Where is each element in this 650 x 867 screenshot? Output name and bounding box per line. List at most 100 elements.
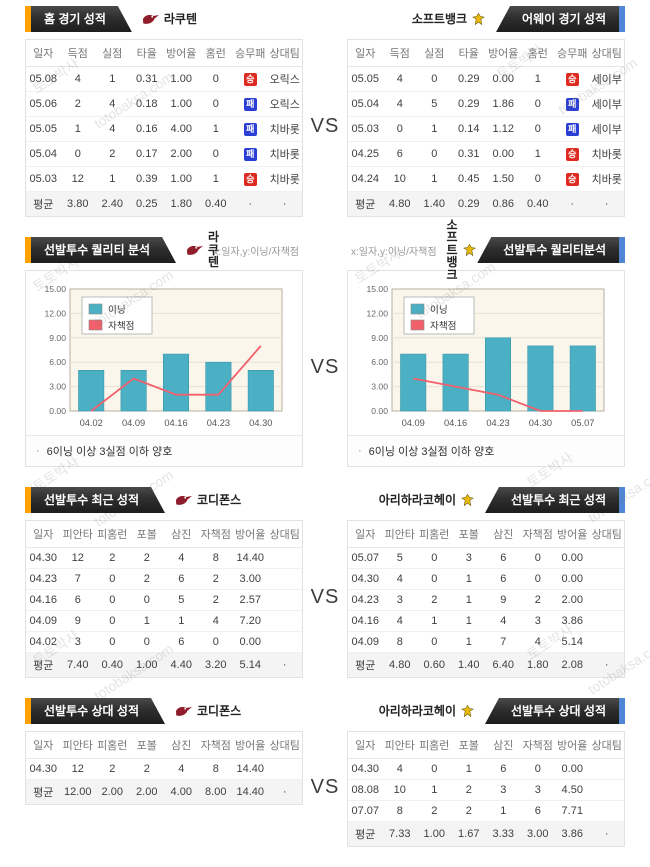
table-row: 04.24 10 1 0.45 1.50 0 승 치바롯: [348, 166, 624, 192]
h2h-right-header: 아리하라코헤이 선발투수 상대 성적: [347, 698, 625, 724]
table-cell: 0: [198, 631, 233, 653]
table-cell: 3: [382, 589, 417, 611]
table-cell: 치바롯: [589, 166, 624, 192]
table-cell: 오릭스: [267, 91, 302, 117]
banner-title: 선발투수 최근 성적: [44, 493, 139, 507]
softbank-team-logo-icon: [460, 493, 475, 507]
note-bullet: ·: [358, 445, 362, 457]
table-cell: 2: [60, 91, 95, 117]
svg-text:이닝: 이닝: [108, 305, 126, 316]
vs-cell: VS: [303, 487, 347, 678]
column-header: 방어율: [233, 521, 268, 548]
average-row: 평균 7.33 1.00 1.67 3.33 3.00 3.86 ·: [348, 821, 624, 846]
column-header: 피안타: [60, 732, 95, 759]
pitcher-name: 아리하라코헤이: [378, 492, 456, 507]
table-cell: 05.03: [348, 116, 383, 142]
table-cell: [590, 759, 625, 780]
table-cell: 4: [396, 763, 403, 775]
table-cell: 0.00: [492, 73, 514, 85]
table-cell: 0.40: [198, 191, 233, 216]
banner-title: 홈 경기 성적: [44, 12, 106, 26]
svg-text:04.23: 04.23: [486, 418, 509, 428]
quality-left-header: 선발투수 퀄리티 분석 라쿠텐 x:일자,y:이닝/자책점: [25, 231, 303, 269]
table-cell: [267, 589, 302, 611]
table-cell: 3.86: [555, 821, 590, 846]
table-row: 05.04 4 5 0.29 1.86 0 패 세이부: [348, 91, 624, 117]
table-cell: 2.40: [95, 191, 130, 216]
svg-text:04.30: 04.30: [249, 418, 272, 428]
win-badge: 승: [243, 172, 257, 186]
table-cell: 2: [451, 779, 486, 801]
average-row: 평균 7.40 0.40 1.00 4.40 3.20 5.14 ·: [26, 652, 302, 677]
column-header: 삼진: [164, 521, 199, 548]
home-record-header: 홈 경기 성적 라쿠텐: [25, 6, 303, 32]
orange-accent-bar: [25, 237, 31, 263]
axis-note: x:일자,y:이닝/자책점: [351, 246, 437, 258]
svg-text:3.00: 3.00: [49, 382, 66, 392]
table-cell: 평균: [348, 821, 383, 846]
column-header: 승무패: [555, 40, 590, 67]
table-row: 04.16 4 1 1 4 3 3.86: [348, 610, 624, 632]
vs-label: VS: [310, 115, 340, 137]
table-cell: 2: [129, 568, 164, 590]
column-header: 방어율: [555, 732, 590, 759]
result-cell: 승: [555, 67, 590, 92]
h2h-left-table: 일자 피안타 피홈런 포볼 삼진 자책점 방어율 상대팀 04.30 12 2 2 4 8 14.40 평균…: [25, 731, 303, 805]
h2h-right-table: 일자 피안타 피홈런 포볼 삼진 자책점 방어율 상대팀 04.30 4 0 1 6 0 0.00 08.0…: [347, 731, 625, 847]
quality-left-panel: 선발투수 퀄리티 분석 라쿠텐 x:일자,y:이닝/자책점 0.00 3.00 6.…: [25, 231, 303, 467]
table-cell: 1.40: [417, 191, 452, 216]
column-header: 일자: [348, 40, 383, 67]
table-cell: 치바롯: [267, 141, 302, 167]
loss-badge: 패: [243, 97, 257, 111]
table-cell: 04.25: [348, 141, 383, 167]
table-row: 05.07 5 0 3 6 0 0.00: [348, 548, 624, 569]
pitcher-name: 코디폰스: [197, 492, 242, 507]
table-cell: 7: [60, 568, 95, 590]
table-cell: 5: [417, 91, 452, 117]
quality-chart-svg: 0.00 3.00 6.00 9.00 12.00 15.00 04.02 04.09 04.1…: [44, 284, 283, 428]
table-cell: 1: [486, 800, 521, 822]
column-header: 방어율: [164, 40, 199, 67]
table-cell: 3: [486, 779, 521, 801]
column-header: 방어율: [233, 732, 268, 759]
svg-text:자책점: 자책점: [108, 320, 134, 332]
table-cell: 6: [500, 763, 507, 775]
table-cell: 0: [382, 116, 417, 142]
table-cell: 1: [451, 610, 486, 632]
column-header: 득점: [382, 40, 417, 67]
result-cell: 패: [555, 91, 590, 117]
vs-label: VS: [310, 776, 340, 798]
table-cell: 0: [95, 631, 130, 653]
column-header: 상대팀: [589, 40, 624, 67]
softbank-team-logo-icon: [471, 12, 486, 26]
blue-accent-bar: [619, 698, 625, 724]
table-cell: 7.71: [555, 800, 590, 822]
table-cell: 0.25: [129, 191, 164, 216]
column-header: 포볼: [451, 521, 486, 548]
banner-title: 선발투수 퀄리티분석: [503, 243, 606, 257]
table-cell: 0: [534, 552, 541, 564]
table-cell: 평균: [26, 191, 61, 216]
column-header: 일자: [348, 732, 383, 759]
table-cell: 10: [382, 779, 417, 801]
table-cell: 3: [465, 552, 472, 564]
table-cell: 0: [417, 631, 452, 653]
column-header: 삼진: [486, 521, 521, 548]
table-cell: 0: [95, 610, 130, 632]
column-header: 삼진: [164, 732, 199, 759]
table-cell: 세이부: [589, 116, 624, 142]
table-row: 08.08 10 1 2 3 3 4.50: [348, 779, 624, 801]
recent-left-table: 일자 피안타 피홈런 포볼 삼진 자책점 방어율 상대팀 04.30 12 2 2 4 8 14.40 04…: [25, 520, 303, 678]
table-cell: [267, 568, 302, 590]
pitcher-arihara-kohei: 아리하라코헤이: [379, 704, 479, 718]
table-cell: 6.40: [486, 652, 521, 677]
column-header: 포볼: [129, 732, 164, 759]
column-header: 상대팀: [267, 732, 302, 759]
team-name: 라쿠텐: [163, 11, 197, 26]
table-cell: [268, 548, 303, 569]
table-cell: 9: [60, 610, 95, 632]
table-cell: 04.30: [348, 568, 383, 590]
table-cell: 1: [417, 610, 452, 632]
table-cell: 4.40: [164, 652, 199, 677]
